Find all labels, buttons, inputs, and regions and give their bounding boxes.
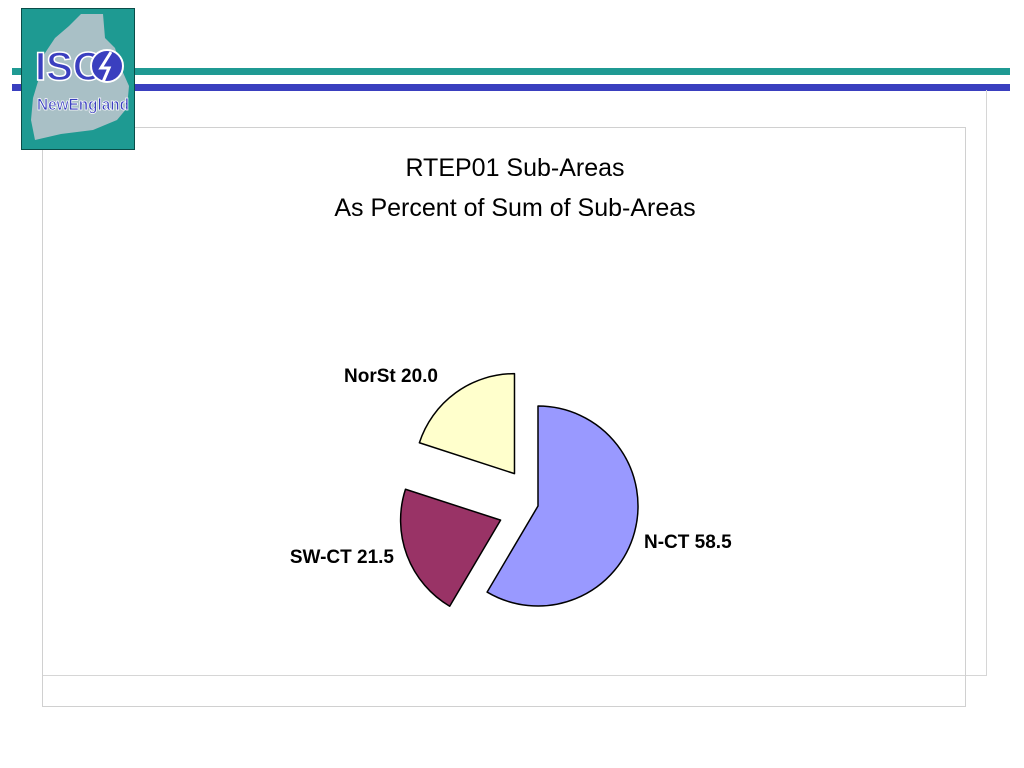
slice-label-norst: NorSt 20.0 [344, 366, 438, 387]
chart-subtitle: As Percent of Sum of Sub-Areas [334, 194, 696, 222]
header-rule-teal [12, 68, 1010, 75]
pie-slice-n-ct [486, 405, 639, 607]
logo-newengland-text: NewEngland [37, 95, 129, 114]
slice-label-n-ct: N-CT 58.5 [644, 532, 732, 553]
slice-label-sw-ct: SW-CT 21.5 [290, 547, 395, 568]
pie-slice-norst [418, 372, 516, 475]
chart-frame [42, 127, 966, 707]
slide-frame-inner [42, 90, 987, 676]
header-rule-blue [12, 84, 1010, 91]
iso-new-england-logo: ISO NewEngland [21, 8, 135, 150]
chart-title: RTEP01 Sub-Areas [405, 154, 625, 182]
pie-slice-sw-ct [399, 488, 502, 607]
